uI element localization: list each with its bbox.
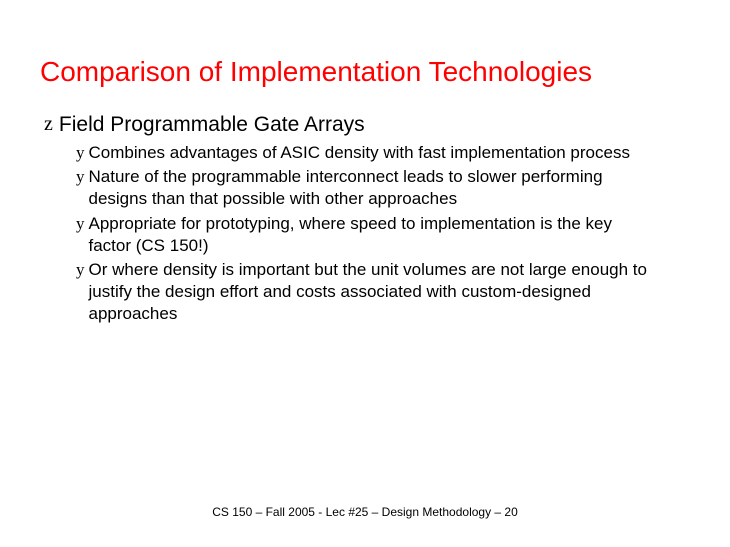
bullet-level2-item: y Nature of the programmable interconnec… (76, 166, 690, 210)
bullet-row: z Field Programmable Gate Arrays (44, 112, 690, 138)
bullet-glyph-y: y (76, 166, 85, 188)
bullet-glyph-y: y (76, 142, 85, 164)
bullet-level2-item: y Combines advantages of ASIC density wi… (76, 142, 690, 164)
level1-text: Field Programmable Gate Arrays (59, 112, 365, 138)
level2-text: Appropriate for prototyping, where speed… (89, 213, 649, 257)
slide-footer: CS 150 – Fall 2005 - Lec #25 – Design Me… (0, 505, 730, 519)
level2-text: Combines advantages of ASIC density with… (89, 142, 630, 164)
slide: Comparison of Implementation Technologie… (0, 0, 730, 547)
bullet-level1: z Field Programmable Gate Arrays y Combi… (44, 112, 690, 325)
level2-text: Nature of the programmable interconnect … (89, 166, 649, 210)
bullet-glyph-y: y (76, 259, 85, 281)
bullet-glyph-y: y (76, 213, 85, 235)
level2-text: Or where density is important but the un… (89, 259, 649, 325)
slide-title: Comparison of Implementation Technologie… (40, 56, 690, 88)
bullet-level2-item: y Or where density is important but the … (76, 259, 690, 325)
bullet-level2-list: y Combines advantages of ASIC density wi… (76, 142, 690, 325)
bullet-level2-item: y Appropriate for prototyping, where spe… (76, 213, 690, 257)
bullet-glyph-z: z (44, 112, 53, 136)
